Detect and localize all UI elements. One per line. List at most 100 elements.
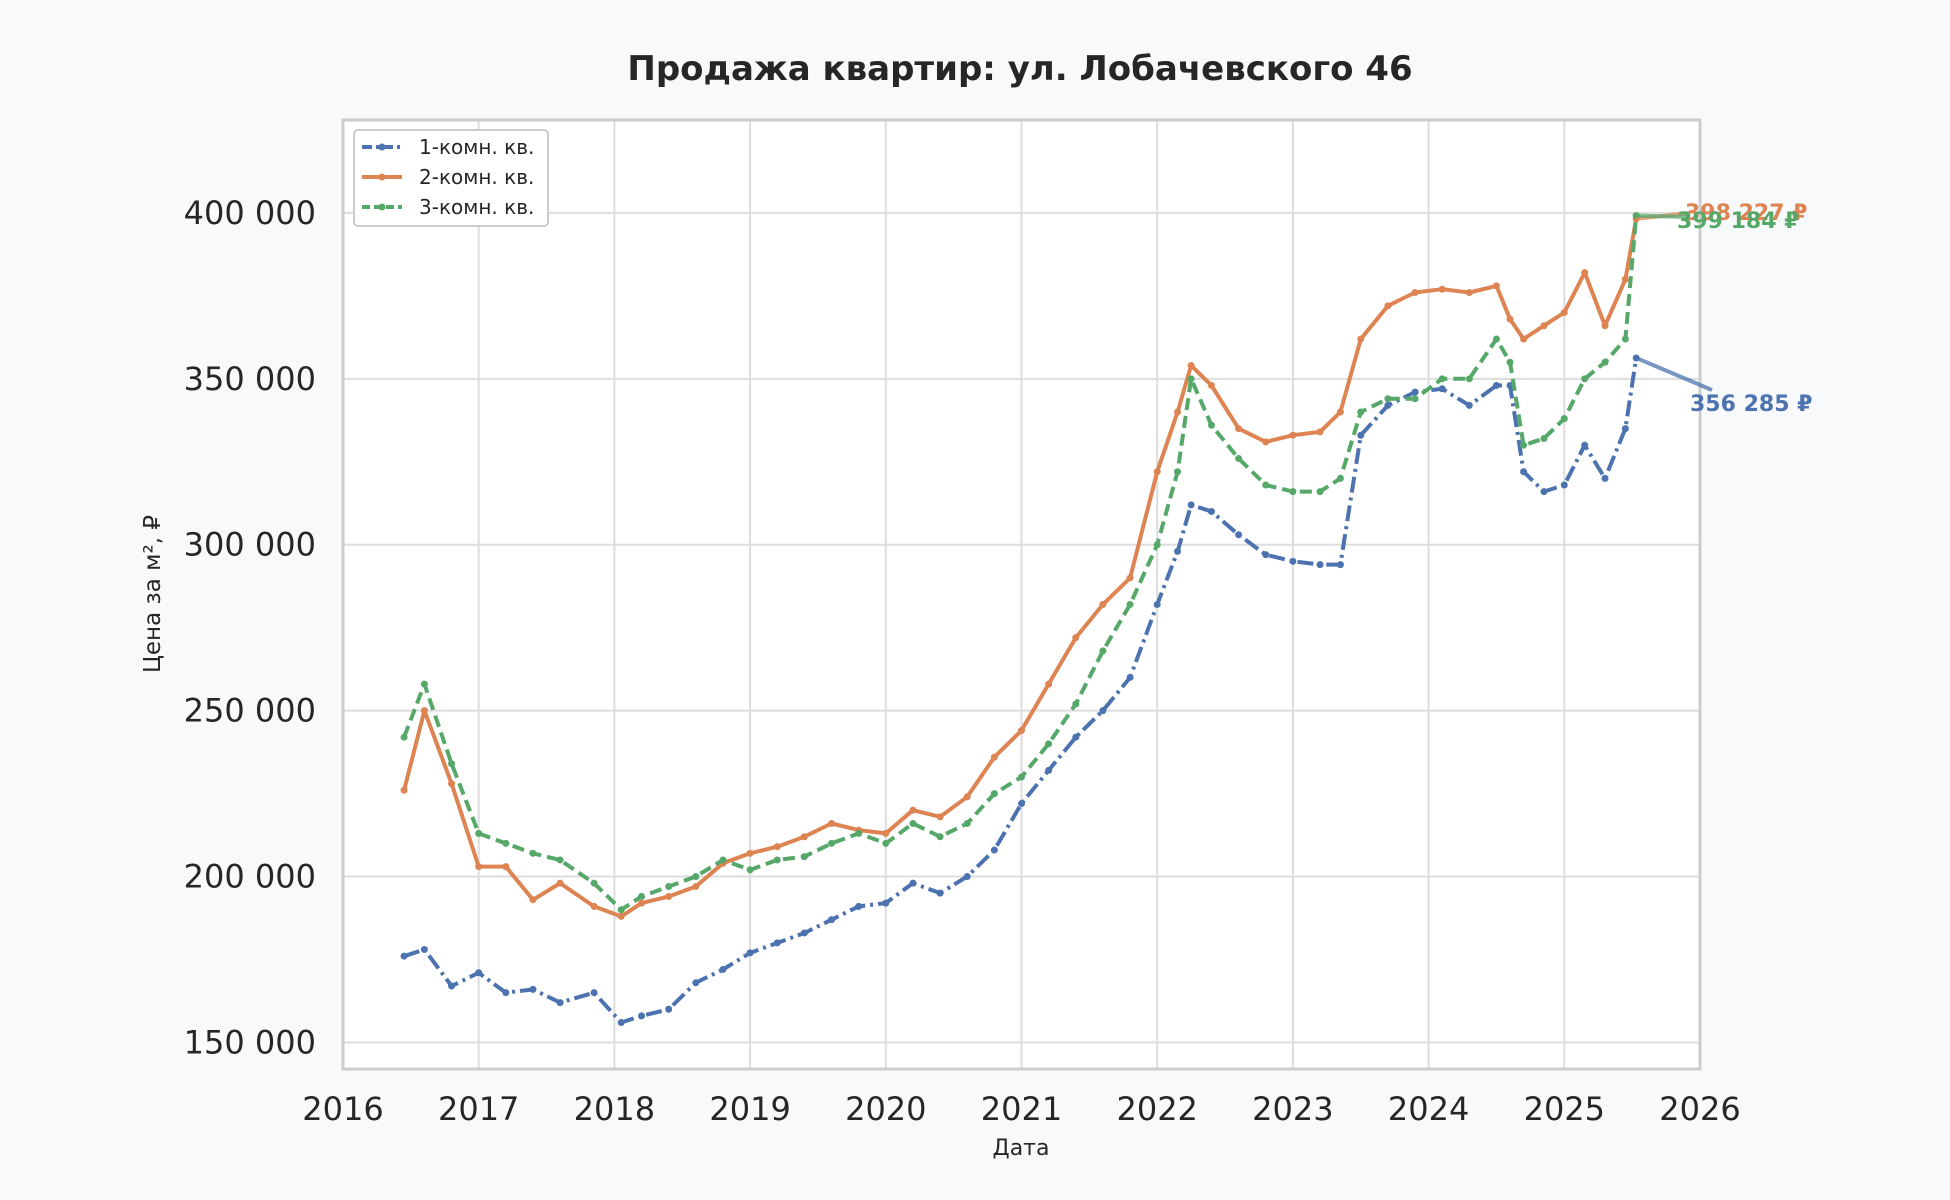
data-point [617, 912, 625, 920]
data-point [1520, 335, 1528, 343]
data-point [617, 906, 625, 914]
legend: 1-комн. кв. 2-комн. кв. 3-комн. кв. [353, 129, 549, 227]
data-point [1235, 454, 1243, 462]
data-point [1492, 282, 1500, 290]
legend-item: 1-комн. кв. [362, 135, 534, 159]
data-point [800, 853, 808, 861]
chart-title: Продажа квартир: ул. Лобачевского 46 [627, 49, 1412, 89]
data-point [1621, 425, 1629, 433]
data-point [638, 892, 646, 900]
data-point [556, 879, 564, 887]
data-point [529, 985, 537, 993]
data-point [1187, 501, 1195, 509]
end-value-label: 399 184 ₽ [1677, 209, 1799, 234]
series-2 [400, 215, 1640, 920]
data-point [1540, 488, 1548, 496]
data-point [1126, 600, 1134, 608]
data-point [1438, 385, 1446, 393]
data-point [1621, 275, 1629, 283]
x-tick-label: 2024 [1388, 1090, 1469, 1128]
data-point [1520, 441, 1528, 449]
end-value-label: 398 227 ₽ [1685, 201, 1807, 226]
data-point [963, 819, 971, 827]
data-point [936, 833, 944, 841]
x-tick-label: 2026 [1659, 1090, 1740, 1128]
data-point [529, 849, 537, 857]
data-point [1045, 740, 1053, 748]
data-point [909, 819, 917, 827]
data-point [1465, 375, 1473, 383]
data-point [746, 849, 754, 857]
data-point [1411, 395, 1419, 403]
data-point [882, 899, 890, 907]
data-point [1384, 302, 1392, 310]
data-point [1207, 381, 1215, 389]
data-point [1099, 707, 1107, 715]
end-value-label: 356 285 ₽ [1690, 392, 1812, 417]
data-point [1357, 431, 1365, 439]
plot-frame [341, 118, 1702, 1071]
data-point [1174, 547, 1182, 555]
data-point [828, 916, 836, 924]
data-point [773, 856, 781, 864]
data-point [502, 863, 510, 871]
data-point [1235, 531, 1243, 539]
x-tick-label: 2020 [845, 1090, 926, 1128]
data-point [1581, 441, 1589, 449]
data-point [502, 989, 510, 997]
data-point [420, 946, 428, 954]
data-point [1018, 773, 1025, 781]
data-point [1207, 421, 1215, 429]
data-point [719, 965, 727, 973]
data-point [1357, 335, 1365, 343]
legend-item: 2-комн. кв. [362, 165, 534, 189]
data-point [1262, 551, 1270, 559]
data-point [1621, 335, 1629, 343]
data-point [936, 889, 944, 897]
data-point [828, 839, 836, 847]
data-point [590, 902, 598, 910]
data-point [1560, 308, 1568, 316]
data-point [1384, 395, 1392, 403]
data-point [882, 829, 890, 837]
data-point [1099, 600, 1107, 608]
data-point [475, 863, 483, 871]
data-point [1465, 289, 1473, 297]
data-point [1174, 408, 1182, 416]
x-tick-label: 2021 [981, 1090, 1062, 1128]
data-point [1581, 269, 1589, 277]
data-point [1289, 557, 1297, 565]
data-point [448, 760, 456, 768]
legend-label: 3-комн. кв. [419, 195, 534, 219]
data-point [1336, 474, 1344, 482]
legend-marker [378, 203, 386, 211]
data-point [400, 952, 408, 960]
data-point [990, 790, 998, 798]
data-point [963, 793, 971, 801]
data-point [1336, 408, 1344, 416]
data-point [828, 819, 836, 827]
data-point [855, 829, 863, 837]
end-label-leader [1635, 356, 1713, 392]
data-point [1520, 468, 1528, 476]
data-point [448, 982, 456, 990]
data-point [1072, 700, 1080, 708]
data-point [773, 939, 781, 947]
data-point [590, 879, 598, 887]
data-point [1601, 474, 1609, 482]
data-point [1018, 800, 1025, 808]
data-point [1438, 285, 1446, 293]
data-point [1262, 438, 1270, 446]
data-point [1153, 468, 1161, 476]
data-point [1506, 315, 1514, 323]
data-point [1316, 488, 1324, 496]
data-point [1289, 488, 1297, 496]
data-point [1465, 401, 1473, 409]
data-point [638, 899, 646, 907]
end-labels: 356 285 ₽ 398 227 ₽399 184 ₽ [1635, 201, 1812, 417]
data-point [1126, 574, 1134, 582]
legend-marker [378, 173, 386, 181]
data-point [746, 949, 754, 957]
data-point [909, 806, 917, 814]
data-point [420, 707, 428, 715]
